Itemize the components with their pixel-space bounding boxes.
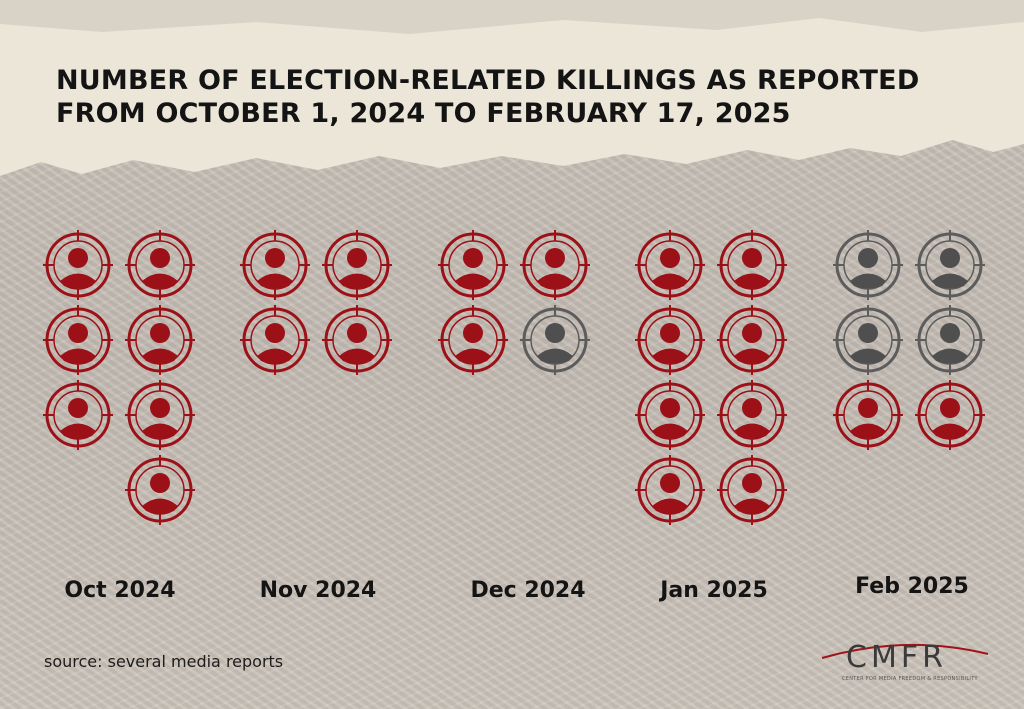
person-crosshair-icon-red: [125, 455, 195, 525]
person-crosshair-icon-gray: [520, 305, 590, 375]
person-crosshair-icon-red: [520, 230, 590, 300]
person-crosshair-icon-red: [438, 230, 508, 300]
person-crosshair-icon-red: [717, 380, 787, 450]
person-crosshair-icon-red: [240, 305, 310, 375]
month-label: Nov 2024: [260, 578, 377, 603]
person-crosshair-icon-red: [43, 305, 113, 375]
person-crosshair-icon-red: [915, 380, 985, 450]
source-note: source: several media reports: [44, 652, 283, 671]
person-crosshair-icon-red: [125, 230, 195, 300]
person-crosshair-icon-red: [43, 230, 113, 300]
person-crosshair-icon-red: [438, 305, 508, 375]
month-label: Feb 2025: [855, 574, 969, 599]
person-crosshair-icon-red: [635, 305, 705, 375]
person-crosshair-icon-gray: [915, 230, 985, 300]
month-label: Dec 2024: [470, 578, 585, 603]
person-crosshair-icon-red: [635, 230, 705, 300]
person-crosshair-icon-red: [322, 230, 392, 300]
person-crosshair-icon-red: [635, 380, 705, 450]
logo-subtitle: CENTER FOR MEDIA FREEDOM & RESPONSIBILIT…: [842, 676, 992, 682]
person-crosshair-icon-red: [43, 380, 113, 450]
person-crosshair-icon-red: [833, 380, 903, 450]
person-crosshair-icon-red: [635, 455, 705, 525]
person-crosshair-icon-red: [717, 455, 787, 525]
person-crosshair-icon-red: [717, 305, 787, 375]
logo-text: CMFR: [846, 640, 947, 675]
person-crosshair-icon-red: [125, 305, 195, 375]
person-crosshair-icon-gray: [833, 230, 903, 300]
person-crosshair-icon-red: [322, 305, 392, 375]
month-label: Jan 2025: [658, 578, 768, 603]
person-crosshair-icon-gray: [915, 305, 985, 375]
person-crosshair-icon-red: [240, 230, 310, 300]
cmfr-logo: CMFR CENTER FOR MEDIA FREEDOM & RESPONSI…: [820, 632, 990, 692]
month-label: Oct 2024: [64, 578, 175, 603]
person-crosshair-icon-red: [125, 380, 195, 450]
person-crosshair-icon-gray: [833, 305, 903, 375]
person-crosshair-icon-red: [717, 230, 787, 300]
